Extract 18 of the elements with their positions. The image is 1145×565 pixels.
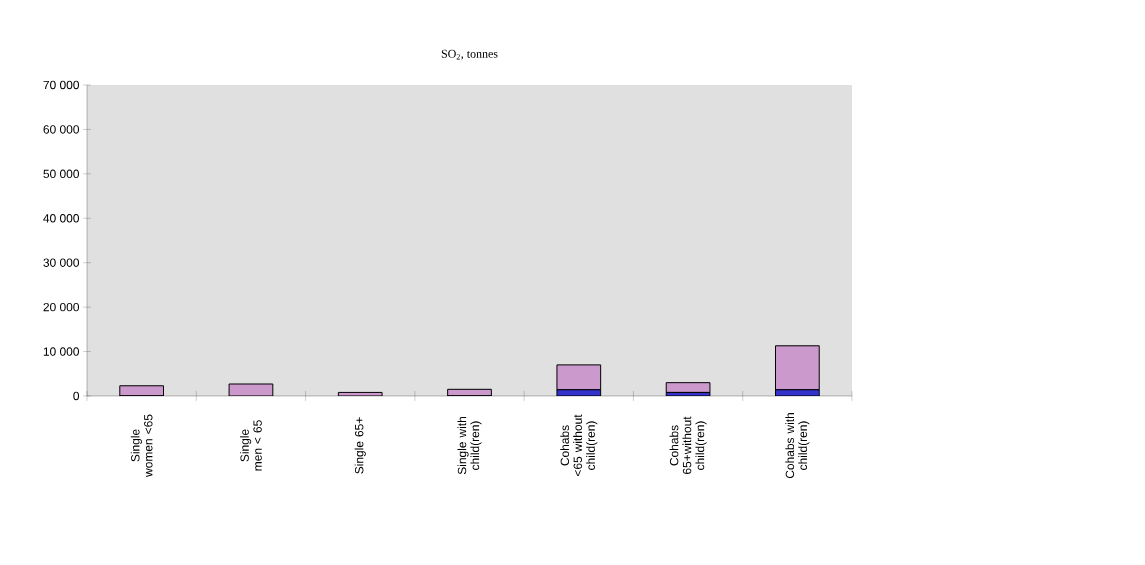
y-tick-label: 60 000 — [43, 125, 80, 134]
y-tick-label: 50 000 — [43, 169, 80, 179]
y-tick-label: 10 000 — [43, 347, 80, 356]
chart-title: SO$_{2}$, tonnes — [441, 49, 498, 60]
bar — [665, 382, 711, 393]
x-tick-label: Single with child(ren) — [457, 417, 482, 475]
y-tick-label: 70 000 — [43, 80, 80, 90]
x-tick-label: Cohabs 65+without child(ren) — [669, 416, 707, 474]
y-tick-label: 0 — [73, 391, 80, 401]
x-tick-label: Single 65+ — [354, 417, 366, 474]
x-tick-label: Single women <65 — [130, 414, 153, 477]
x-tick-label: Cohabs with child(ren) — [785, 413, 810, 479]
bar — [119, 385, 165, 396]
y-tick-label: 30 000 — [43, 258, 80, 267]
y-tick-label: 20 000 — [43, 302, 80, 312]
x-tick-label: Cohabs <65 without child(ren) — [560, 414, 598, 476]
y-tick-label: 40 000 — [43, 214, 80, 223]
x-tick-label: Single men < 65 — [240, 420, 262, 471]
